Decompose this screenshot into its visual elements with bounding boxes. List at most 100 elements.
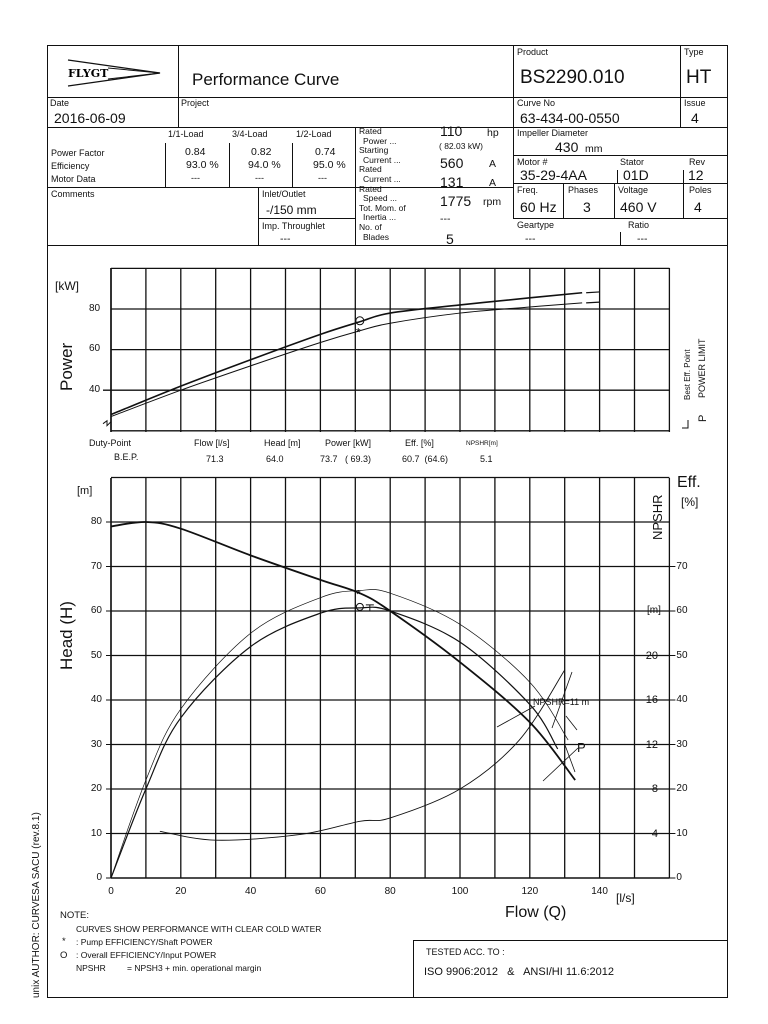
rated-power-value: 110 xyxy=(440,123,463,139)
eff-tick-label: 10 xyxy=(676,827,688,839)
curve-no-value: 63-434-00-0550 xyxy=(520,110,620,126)
power-limit-legend-symbol: P xyxy=(697,414,709,422)
impeller-label: Impeller Diameter xyxy=(517,128,589,138)
cell: --- xyxy=(255,173,264,183)
efficiency-curve xyxy=(110,589,569,879)
o-symbol: O xyxy=(60,950,68,961)
npshr-curve xyxy=(159,669,566,841)
rev-value: 12 xyxy=(688,167,704,183)
duty-eff: 60.7 (64.6) xyxy=(402,454,449,464)
freq-label: Freq. xyxy=(517,185,539,195)
power-limit-marker: P xyxy=(577,740,586,755)
row-label: Efficiency xyxy=(51,161,90,171)
col-half-load: 1/2-Load xyxy=(296,129,332,139)
inertia-label: Tot. Mom. of xyxy=(359,202,406,213)
voltage-cell xyxy=(614,183,684,219)
rated-current-label: Rated xyxy=(359,164,382,175)
head-curve xyxy=(110,521,576,781)
starting-current-value: 560 xyxy=(440,155,464,171)
logo-text: FLYGT xyxy=(68,67,109,80)
divider xyxy=(258,218,356,219)
efficiency-curve xyxy=(110,606,559,879)
divider xyxy=(165,143,166,188)
cell: --- xyxy=(318,173,327,183)
stator-value: 01D xyxy=(623,167,649,183)
rated-power-unit: hp xyxy=(487,127,499,139)
power-tick-label: 80 xyxy=(89,303,101,314)
divider xyxy=(229,143,230,188)
flow-tick-label: 100 xyxy=(451,886,469,897)
product-label: Product xyxy=(517,47,549,57)
throughlet-label: Imp. Throughlet xyxy=(262,221,325,231)
duty-header: Power [kW] xyxy=(325,438,372,448)
flow-tick-label: 20 xyxy=(175,886,187,897)
duty-flow: 71.3 xyxy=(206,454,224,464)
inlet-cell xyxy=(258,187,356,246)
side-author-text: unix AUTHOR: CURVESA SACU (rev.8.1) xyxy=(31,812,42,998)
eff-tick-label: 40 xyxy=(676,694,688,705)
issue-label: Issue xyxy=(684,98,706,108)
duty-power: 73.7 ( 69.3) xyxy=(320,454,372,464)
divider xyxy=(620,232,621,246)
curve-no-label: Curve No xyxy=(517,98,556,108)
project-cell xyxy=(178,97,514,128)
npshr-tick-label: 12 xyxy=(645,738,658,751)
power-limit-line xyxy=(542,747,579,782)
motor-label: Motor # xyxy=(517,157,548,167)
flow-axis-title: Flow (Q) xyxy=(505,904,567,921)
starting-current-unit: A xyxy=(489,158,497,170)
power-series-line xyxy=(110,291,583,416)
flow-tick-label: 0 xyxy=(108,886,114,897)
duty-header: Head [m] xyxy=(264,438,301,448)
rated-speed-unit: rpm xyxy=(483,196,502,208)
rev-label: Rev xyxy=(689,157,706,167)
axis-break-icon xyxy=(102,419,112,427)
product-value: BS2290.010 xyxy=(520,67,625,88)
blades-label: Blades xyxy=(363,231,389,242)
overall-eff-marker xyxy=(355,602,364,611)
bep-legend-label: Best Eff. Point xyxy=(683,349,692,400)
npshr-annotation-line xyxy=(496,705,536,728)
rated-speed-label: Speed ... xyxy=(363,193,398,204)
starting-current-label: Current ... xyxy=(363,154,401,165)
inertia-value: --- xyxy=(440,213,451,225)
head-tick-label: 80 xyxy=(90,516,102,527)
duty-header: Eff. [%] xyxy=(405,438,434,448)
notes-line: : Pump EFFICIENCY/Shaft POWER xyxy=(76,937,213,947)
npshr-key: NPSHR xyxy=(76,963,106,973)
bep-symbol-icon xyxy=(682,420,689,429)
flow-tick-label: 140 xyxy=(591,886,608,897)
blades-value: 5 xyxy=(446,231,454,247)
freq-value: 60 Hz xyxy=(520,199,557,215)
date-label: Date xyxy=(50,98,70,108)
limit-line xyxy=(565,715,578,731)
power-tick-label: 40 xyxy=(89,384,101,395)
bep-marker xyxy=(365,604,374,611)
star-symbol: * xyxy=(62,936,66,947)
stator-label: Stator xyxy=(620,157,645,167)
frame-right xyxy=(727,245,728,998)
notes-line: CURVES SHOW PERFORMANCE WITH CLEAR COLD … xyxy=(76,924,322,934)
rated-speed-label: Rated xyxy=(359,183,382,194)
head-tick-label: 10 xyxy=(90,827,102,839)
duty-header: Duty-Point xyxy=(89,438,132,448)
rated-labels: Rated Power ... Starting Current ... Rat… xyxy=(359,126,406,242)
flow-tick-label: 60 xyxy=(314,886,326,897)
logo-cell: FLYGT xyxy=(47,45,179,98)
npshr-tick-label: 8 xyxy=(651,783,658,795)
rated-power-label: Power ... xyxy=(363,135,397,146)
flow-tick-label: 120 xyxy=(521,886,539,897)
eff-tick-label: 60 xyxy=(676,605,688,616)
cell: --- xyxy=(191,173,200,183)
duty-header: Flow [l/s] xyxy=(194,438,230,448)
eff-tick-label: 70 xyxy=(676,560,688,572)
duty-npshr: 5.1 xyxy=(480,454,493,464)
divider xyxy=(617,170,618,183)
rated-current-unit: A xyxy=(489,177,497,189)
power-axis-title: Power xyxy=(57,342,76,391)
page-title: Performance Curve xyxy=(192,70,340,89)
date-value: 2016-06-09 xyxy=(54,110,126,126)
eff-tick-label: 30 xyxy=(676,738,688,750)
inlet-value: -/150 mm xyxy=(266,203,317,217)
notes-line: = NPSH3 + min. operational margin xyxy=(127,963,262,973)
